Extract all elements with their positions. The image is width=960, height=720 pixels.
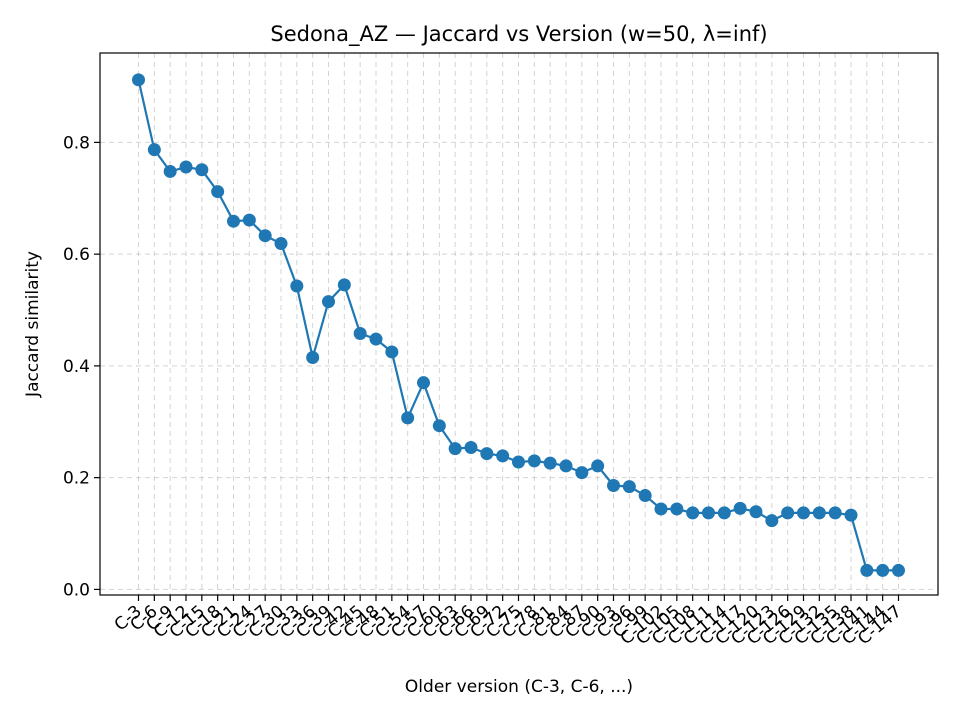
- y-axis-label: Jaccard similarity: [23, 251, 43, 398]
- data-point: [812, 506, 826, 520]
- data-point: [797, 506, 810, 520]
- y-tick-label: 0.6: [63, 245, 90, 265]
- data-point: [322, 295, 335, 309]
- data-point: [892, 563, 905, 577]
- data-point: [607, 478, 620, 492]
- data-point: [417, 376, 430, 390]
- y-tick-label: 0.2: [63, 469, 90, 489]
- data-point: [211, 185, 225, 199]
- data-point: [401, 411, 415, 425]
- y-axis-ticks: 0.0 0.2 0.4 0.6 0.8: [63, 133, 100, 600]
- data-point: [227, 214, 240, 228]
- data-point: [385, 345, 399, 359]
- x-axis-ticks: C-3C-6C-9C-12C-15C-18C-21C-24C-27C-30C-3…: [111, 595, 906, 649]
- x-axis-label: Older version (C-3, C-6, ...): [405, 677, 633, 697]
- data-point: [163, 164, 177, 178]
- data-point: [527, 454, 541, 468]
- data-point: [717, 506, 731, 520]
- data-point: [765, 514, 779, 528]
- data-point: [369, 332, 383, 346]
- data-point: [622, 480, 636, 494]
- data-point: [876, 563, 890, 577]
- data-point: [132, 73, 145, 87]
- y-tick-label: 0.8: [63, 133, 90, 153]
- data-point: [844, 508, 858, 522]
- data-point: [258, 229, 272, 243]
- data-point: [591, 459, 605, 473]
- data-point: [448, 442, 462, 456]
- data-point: [274, 237, 288, 251]
- data-points: [132, 73, 905, 577]
- data-point: [195, 163, 209, 177]
- data-point: [828, 506, 842, 520]
- data-point: [654, 502, 668, 516]
- data-point: [575, 466, 589, 480]
- data-point: [496, 449, 510, 463]
- data-point: [733, 501, 747, 515]
- data-point: [543, 456, 557, 470]
- data-point: [147, 143, 161, 157]
- data-point: [638, 489, 652, 503]
- data-point: [464, 440, 478, 454]
- data-point: [480, 447, 494, 461]
- data-point: [749, 505, 763, 519]
- y-tick-label: 0.0: [63, 580, 90, 600]
- data-point: [179, 160, 193, 174]
- data-point: [432, 419, 446, 433]
- data-point: [353, 326, 367, 340]
- data-point: [670, 502, 684, 516]
- chart-title: Sedona_AZ — Jaccard vs Version (w=50, λ=…: [270, 22, 767, 47]
- data-point: [306, 351, 320, 365]
- data-point: [290, 279, 304, 293]
- y-tick-label: 0.4: [63, 357, 90, 377]
- data-point: [781, 506, 795, 520]
- data-point: [337, 278, 351, 292]
- data-point: [512, 455, 525, 469]
- data-point: [702, 506, 715, 520]
- data-point: [860, 563, 874, 577]
- data-point: [242, 213, 256, 227]
- data-point: [686, 506, 700, 520]
- data-point: [559, 459, 573, 473]
